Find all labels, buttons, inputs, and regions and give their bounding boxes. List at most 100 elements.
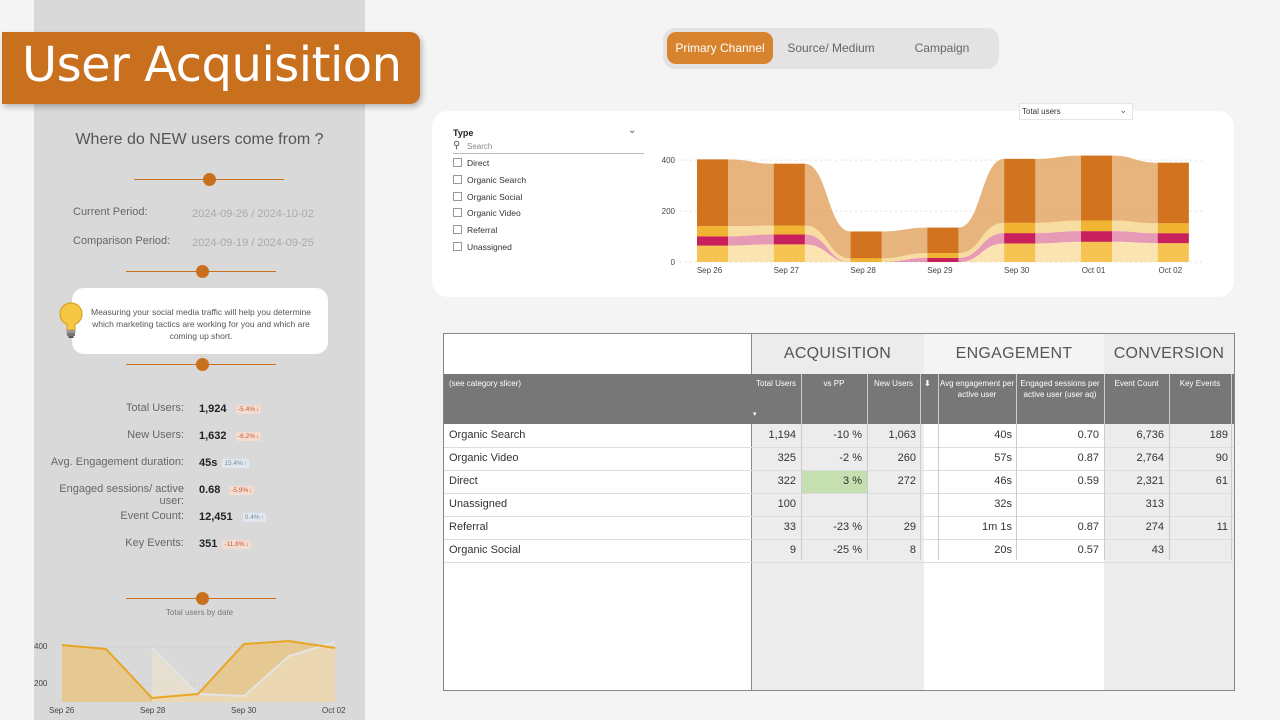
group-acquisition: ACQUISITION bbox=[751, 334, 924, 374]
cell-total: 33 bbox=[783, 521, 796, 533]
cell-total: 1,194 bbox=[768, 429, 796, 441]
slicer-item-label: Organic Video bbox=[467, 208, 521, 219]
column-header[interactable]: Avg engagement per active user bbox=[939, 379, 1015, 399]
slicer-item[interactable]: Unassigned bbox=[453, 242, 512, 252]
checkbox[interactable] bbox=[453, 191, 462, 201]
arrow-down-icon: ↓ bbox=[255, 406, 260, 413]
slicer-item[interactable]: Organic Search bbox=[453, 174, 527, 185]
mini-y-tick: 200 bbox=[34, 679, 48, 688]
current-period-label: Current Period: bbox=[73, 206, 148, 218]
kpi-delta-text: 15.4% bbox=[224, 460, 243, 467]
cell-events: 2,764 bbox=[1136, 452, 1164, 464]
slicer-search-placeholder: Search bbox=[467, 142, 493, 151]
kpi-label: Key Events: bbox=[125, 537, 184, 549]
kpi-delta-badge: 15.4%↑ bbox=[222, 459, 250, 468]
ribbon-bar-segment bbox=[1157, 233, 1189, 244]
cell-key: 61 bbox=[1215, 475, 1228, 487]
tab-campaign[interactable]: Campaign bbox=[914, 41, 970, 55]
cell-events: 2,321 bbox=[1136, 475, 1164, 487]
cell-events: 43 bbox=[1151, 544, 1164, 556]
column-header[interactable]: New Users bbox=[873, 379, 914, 388]
slicer-item[interactable]: Organic Video bbox=[453, 208, 521, 218]
cell-events: 6,736 bbox=[1136, 429, 1164, 441]
cell-eng: 0.87 bbox=[1077, 452, 1099, 464]
kpi-label: Event Count: bbox=[120, 510, 184, 522]
measure-dropdown-value: Total users bbox=[1022, 107, 1061, 116]
tip-card bbox=[72, 288, 328, 354]
cell-total: 9 bbox=[789, 544, 796, 556]
highlight-positive-cell bbox=[802, 471, 867, 493]
arrow-down-icon: ↓ bbox=[249, 487, 253, 494]
ribbon-bar-segment bbox=[1004, 222, 1036, 234]
slicer-item-label: Organic Social bbox=[467, 191, 523, 202]
row-channel-name: Unassigned bbox=[449, 498, 508, 510]
slider-handle-2[interactable] bbox=[196, 265, 209, 278]
ribbon-bar-segment bbox=[1081, 220, 1112, 232]
column-header[interactable]: Key Events bbox=[1179, 379, 1221, 388]
checkbox[interactable] bbox=[453, 174, 462, 184]
column-header[interactable]: Engaged sessions per active user (user a… bbox=[1020, 379, 1100, 399]
cell-key: 189 bbox=[1209, 429, 1228, 441]
mini-chart-title: Total users by date bbox=[165, 608, 234, 617]
ribbon-bar-segment bbox=[697, 245, 728, 262]
slicer-item[interactable]: Direct bbox=[453, 158, 489, 168]
ribbon-bar-segment bbox=[1081, 231, 1112, 242]
cell-events: 313 bbox=[1145, 498, 1164, 510]
slicer-item[interactable]: Referral bbox=[453, 225, 497, 235]
channel-table: ACQUISITION ENGAGEMENT CONVERSION Organi… bbox=[443, 333, 1235, 691]
measure-dropdown[interactable]: Total users ⌄ bbox=[1019, 103, 1133, 120]
x-tick-label: Sep 26 bbox=[697, 266, 723, 275]
chevron-down-icon[interactable]: ⌄ bbox=[628, 125, 637, 136]
sort-arrow-icon[interactable]: ⬇ bbox=[924, 379, 931, 388]
kpi-delta-text: -11.8% bbox=[224, 541, 245, 548]
mini-area-chart bbox=[61, 639, 336, 702]
x-tick-label: Oct 02 bbox=[1159, 266, 1183, 275]
row-channel-name: Referral bbox=[449, 521, 489, 533]
x-tick-label: Sep 29 bbox=[927, 266, 953, 275]
slicer-item[interactable]: Organic Social bbox=[453, 191, 523, 202]
channel-tabs: Primary Channel Source/ Medium Campaign bbox=[663, 28, 999, 69]
checkbox[interactable] bbox=[453, 208, 462, 218]
slider-handle-1[interactable] bbox=[203, 173, 216, 186]
slider-handle-4[interactable] bbox=[196, 592, 209, 605]
cell-vspp: -2 % bbox=[839, 452, 862, 464]
ribbon-bar-top bbox=[1004, 158, 1036, 223]
ribbon-chart: 400 200 0 Sep 26 Sep 27 Sep 28 Sep 29 Sep 30 Oct… bbox=[662, 155, 1205, 275]
kpi-delta-badge: 0.4%↑ bbox=[242, 513, 266, 522]
mini-x-tick: Sep 30 bbox=[231, 706, 257, 715]
slicer-item-label: Organic Search bbox=[467, 174, 527, 185]
checkbox[interactable] bbox=[453, 242, 462, 251]
column-header[interactable]: Event Count bbox=[1114, 379, 1159, 388]
cell-avg: 20s bbox=[994, 544, 1012, 556]
mini-x-tick: Oct 02 bbox=[322, 706, 346, 715]
cell-new: 1,063 bbox=[888, 429, 916, 441]
cell-avg: 40s bbox=[994, 429, 1012, 441]
column-header[interactable]: Total Users bbox=[755, 379, 796, 388]
column-header[interactable]: (see category slicer) bbox=[449, 379, 522, 388]
mini-line-previous bbox=[151, 641, 336, 698]
tab-primary-channel[interactable]: Primary Channel bbox=[667, 32, 773, 64]
cell-vspp: 3 % bbox=[843, 475, 862, 487]
slicer-item-label: Referral bbox=[467, 225, 498, 236]
search-icon: ⚲ bbox=[453, 140, 461, 151]
arrow-up-icon: ↑ bbox=[243, 460, 248, 467]
checkbox[interactable] bbox=[453, 225, 462, 235]
column-header[interactable]: vs PP bbox=[823, 379, 845, 388]
lightbulb-icon bbox=[59, 302, 83, 338]
cell-new: 260 bbox=[897, 452, 916, 464]
cell-avg: 1m 1s bbox=[982, 521, 1012, 533]
sort-desc-icon[interactable]: ▾ bbox=[753, 411, 757, 418]
kpi-label: Engaged sessions/ active user: bbox=[59, 483, 184, 507]
tab-source-medium[interactable]: Source/ Medium bbox=[787, 41, 875, 55]
x-tick-label: Sep 27 bbox=[774, 266, 800, 275]
cell-vspp: -10 % bbox=[833, 429, 862, 441]
checkbox[interactable] bbox=[453, 158, 462, 167]
mini-line-current bbox=[61, 639, 336, 700]
kpi-label: Avg. Engagement duration: bbox=[50, 456, 184, 468]
slicer-search-input[interactable]: ⚲ Search bbox=[453, 140, 644, 154]
cell-events: 274 bbox=[1145, 521, 1164, 533]
kpi-label: New Users: bbox=[127, 429, 184, 441]
slider-handle-3[interactable] bbox=[196, 358, 209, 371]
kpi-value: 0.68 bbox=[199, 484, 221, 496]
ribbon-bar-segment bbox=[697, 236, 728, 246]
